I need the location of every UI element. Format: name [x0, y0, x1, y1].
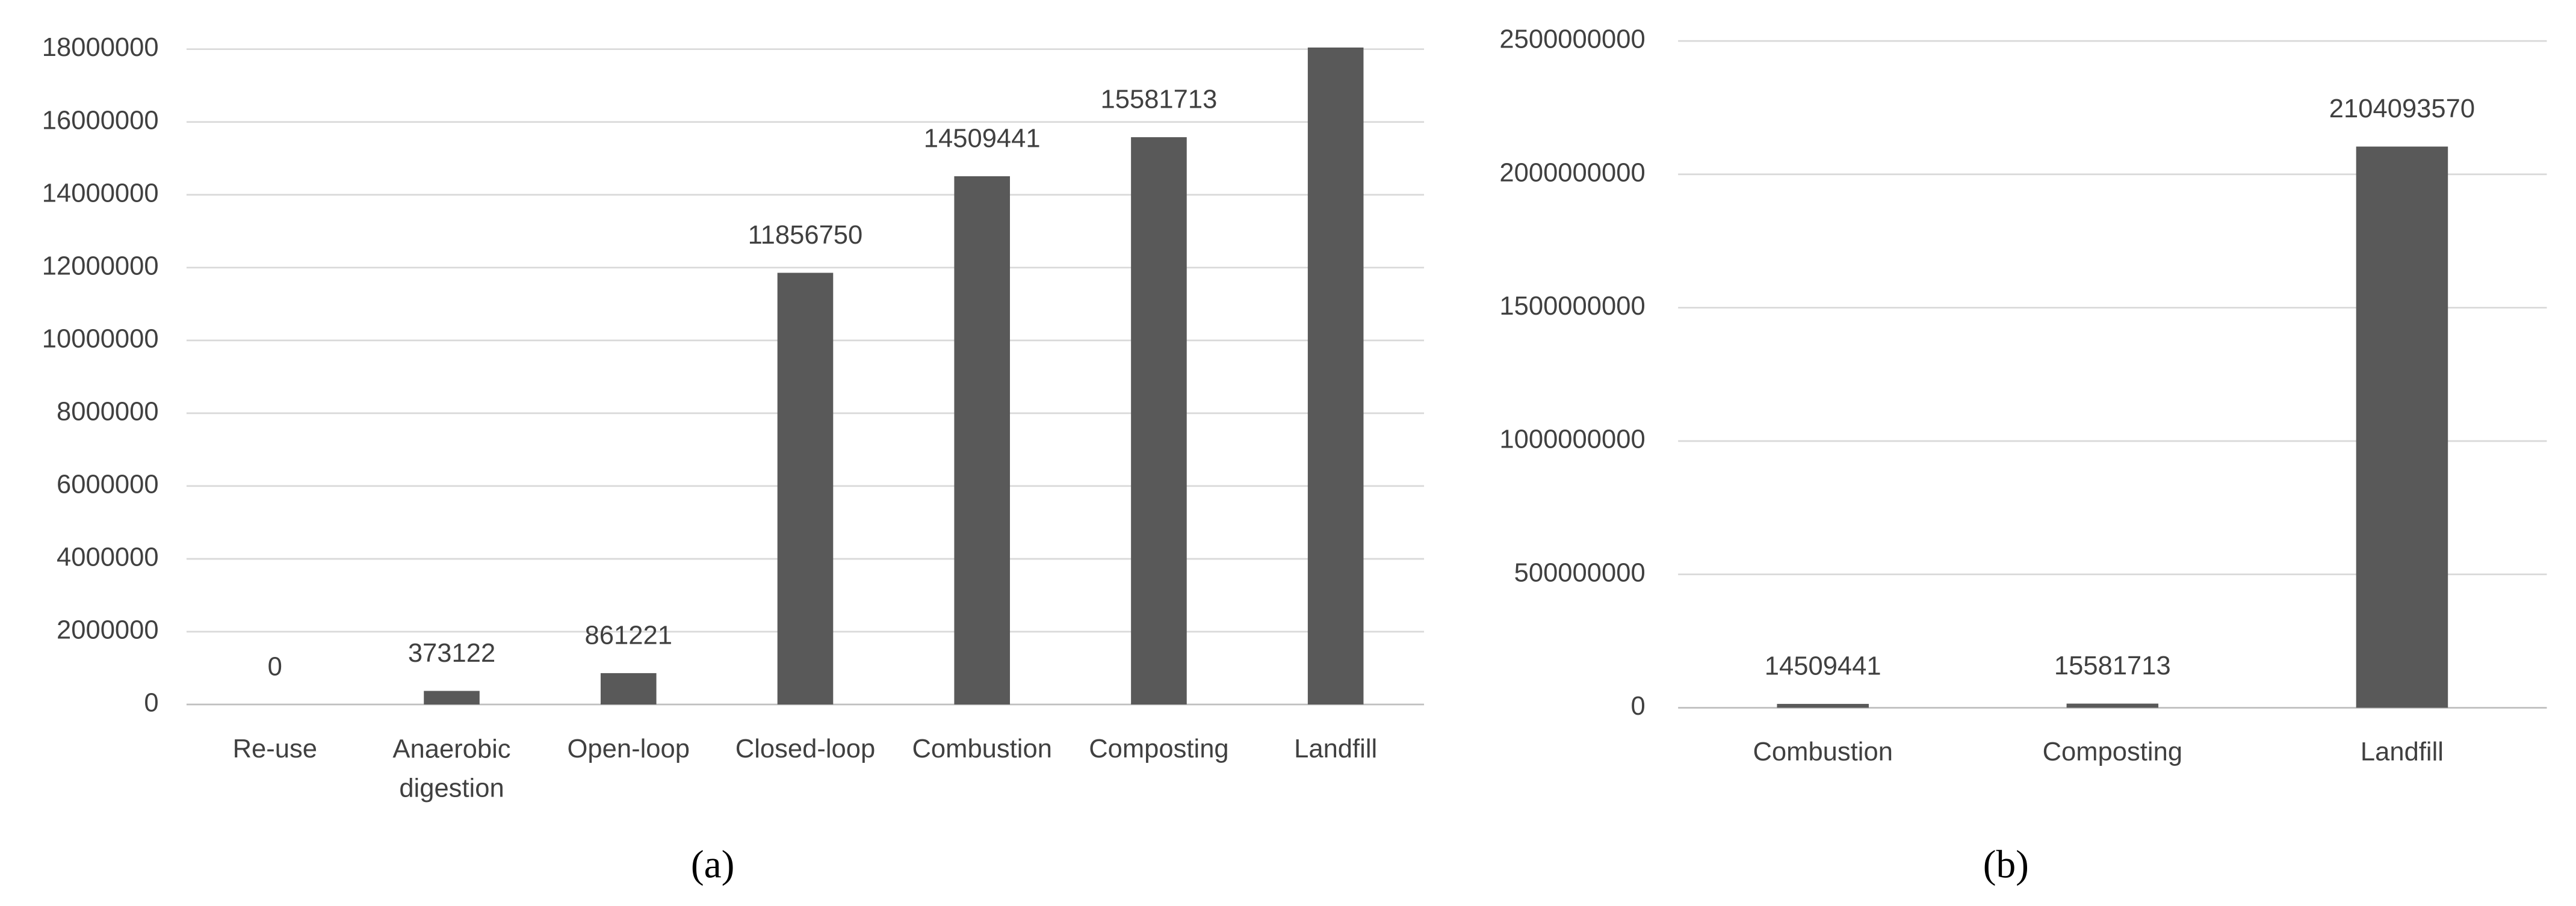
bar: [954, 176, 1011, 705]
x-tick-label: Combustion: [1753, 738, 1892, 766]
data-label: 0: [268, 653, 282, 682]
bars: [1777, 146, 2448, 708]
bar: [600, 673, 657, 705]
x-tick-label: Landfill: [2361, 738, 2444, 766]
y-tick-label: 8000000: [57, 397, 159, 426]
y-tick-label: 1000000000: [1499, 425, 1645, 454]
data-label: 15581713: [2054, 652, 2171, 680]
y-tick-label: 4000000: [57, 543, 159, 572]
y-tick-label: 0: [144, 689, 158, 718]
x-tick-label: Landfill: [1294, 735, 1377, 763]
y-tick-label: 1500000000: [1499, 292, 1645, 321]
y-tick-label: 14000000: [42, 179, 159, 208]
bar: [2066, 703, 2159, 708]
y-tick-label: 2000000: [57, 616, 159, 645]
bar: [1307, 47, 1364, 705]
y-tick-label: 2500000000: [1499, 25, 1645, 54]
data-label: 15581713: [1101, 85, 1218, 114]
y-tick-label: 500000000: [1514, 558, 1646, 587]
data-label: 861221: [585, 621, 672, 650]
bar: [424, 691, 480, 705]
y-tick-label: 16000000: [42, 106, 159, 135]
x-tick-label: Combustion: [912, 735, 1051, 763]
data-label: 14509441: [924, 125, 1041, 153]
x-tick-label: Open-loop: [568, 735, 690, 763]
x-tick-label: Re-use: [233, 735, 317, 763]
x-tick-label: Anaerobic digestion: [392, 735, 510, 803]
bar: [1777, 704, 1869, 708]
data-label: 373122: [408, 639, 495, 668]
bar: [1131, 137, 1187, 705]
data-label: 2104093570: [2329, 94, 2475, 123]
bar: [777, 273, 834, 705]
y-tick-label: 0: [1630, 692, 1645, 721]
data-label: 11856750: [748, 221, 863, 250]
bar: [2356, 146, 2448, 708]
y-tick-label: 6000000: [57, 470, 159, 499]
x-tick-label: Composting: [2043, 738, 2182, 766]
bars: [424, 47, 1364, 705]
y-tick-label: 12000000: [42, 251, 159, 280]
x-tick-label: Closed-loop: [735, 735, 875, 763]
caption: (b): [1983, 843, 2029, 886]
y-tick-label: 18000000: [42, 33, 159, 62]
y-tick-label: 10000000: [42, 324, 159, 353]
data-label: 14509441: [1765, 652, 1881, 681]
caption: (a): [691, 843, 735, 886]
x-tick-label: Composting: [1089, 735, 1228, 763]
y-tick-label: 2000000000: [1499, 158, 1645, 187]
